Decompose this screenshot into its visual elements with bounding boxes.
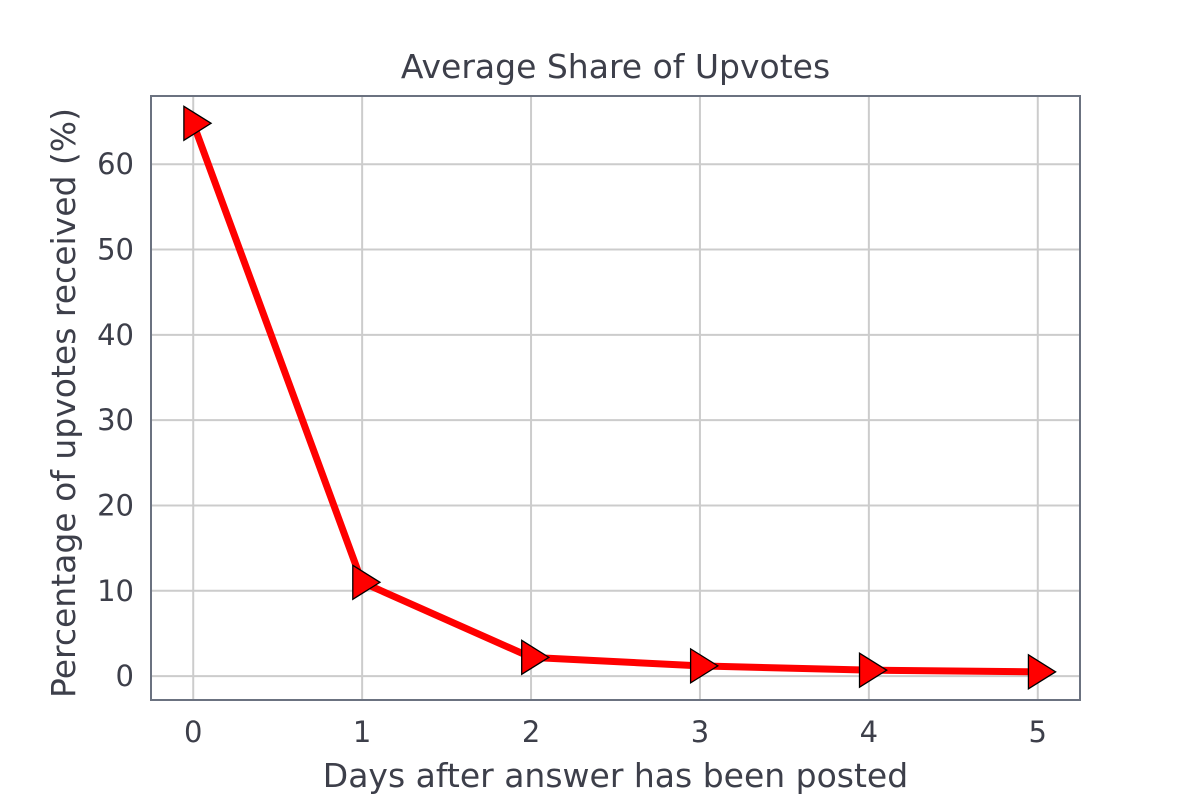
- y-tick-label: 60: [97, 147, 134, 181]
- y-tick-label: 50: [97, 233, 134, 267]
- x-tick-label: 0: [184, 715, 202, 749]
- x-tick-label: 2: [522, 715, 540, 749]
- y-axis-label: Percentage of upvotes received (%): [44, 108, 83, 698]
- y-tick-label: 20: [97, 488, 134, 522]
- x-axis-label: Days after answer has been posted: [323, 756, 908, 795]
- y-tick-label: 40: [97, 318, 134, 352]
- y-tick-label: 0: [116, 659, 134, 693]
- x-tick-label: 4: [860, 715, 878, 749]
- x-tick-label: 3: [691, 715, 709, 749]
- plot-area: [151, 96, 1080, 700]
- x-tick-label: 5: [1029, 715, 1047, 749]
- chart-title: Average Share of Upvotes: [401, 47, 830, 86]
- x-tick-label: 1: [353, 715, 371, 749]
- y-tick-label: 30: [97, 403, 134, 437]
- y-tick-label: 10: [97, 574, 134, 608]
